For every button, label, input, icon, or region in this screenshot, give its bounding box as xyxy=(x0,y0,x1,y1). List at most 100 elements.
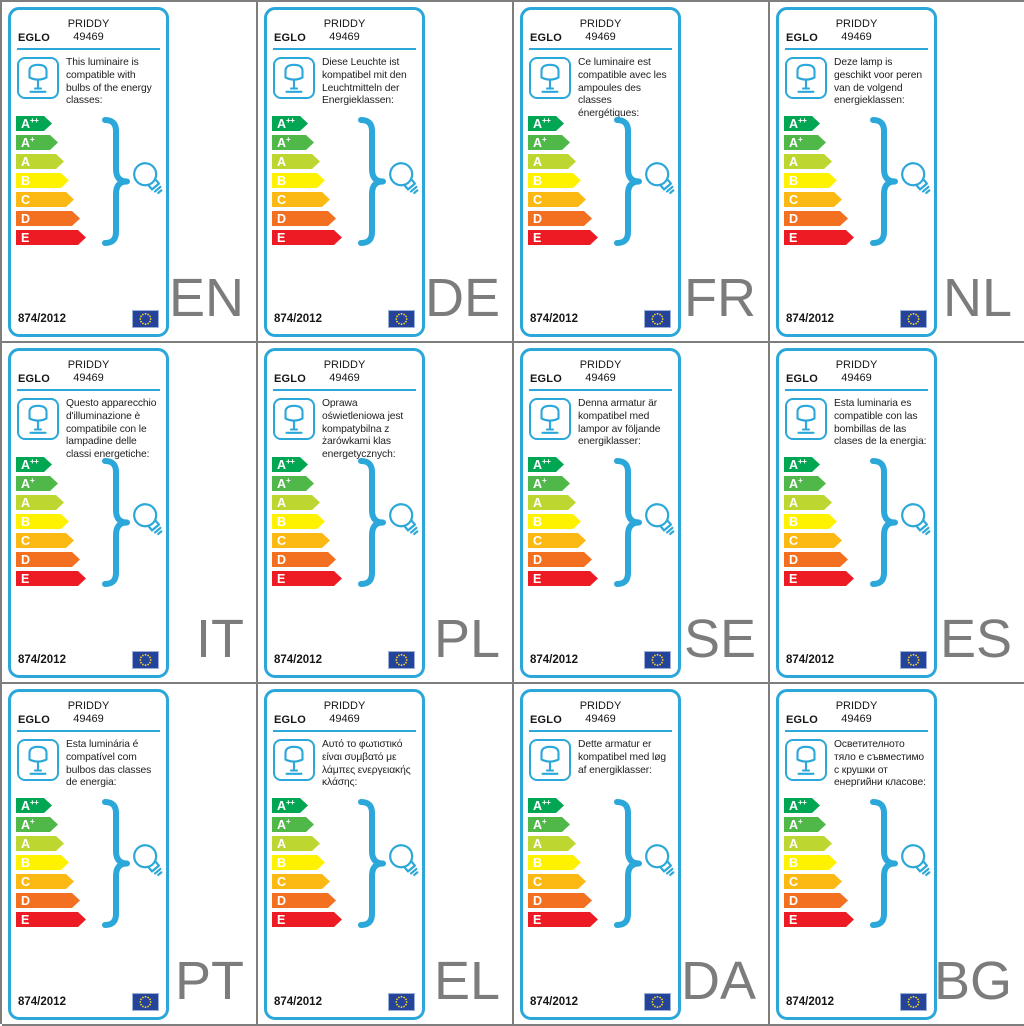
model-block: PRIDDY 49469 xyxy=(267,355,422,385)
class-letter: A xyxy=(533,136,543,150)
energy-class-arrow-A++: A++ xyxy=(528,798,564,813)
description-row: Осветителното тяло е съвместимо с крушки… xyxy=(779,732,934,790)
description-row: Deze lamp is geschikt voor peren van de … xyxy=(779,50,934,108)
label-header: EGLO PRIDDY 49469 xyxy=(523,692,678,727)
label-footer: 874/2012 xyxy=(530,310,671,328)
table-lamp-icon xyxy=(785,57,827,99)
energy-class-arrow-B: B xyxy=(272,514,325,529)
eu-flag-icon xyxy=(900,310,927,328)
label-header: EGLO PRIDDY 49469 xyxy=(267,351,422,386)
energy-class-arrow-E: E xyxy=(16,230,86,245)
model-number: 49469 xyxy=(73,713,104,725)
label-cell: EGLO PRIDDY 49469 Deze lamp is geschikt … xyxy=(770,2,1024,343)
brand-text: EGLO xyxy=(18,373,50,385)
description-row: Diese Leuchte ist kompatibel mit den Leu… xyxy=(267,50,422,108)
description-row: Ce luminaire est compatible avec les amp… xyxy=(523,50,678,121)
label-footer: 874/2012 xyxy=(18,651,159,669)
energy-class-arrow-B: B xyxy=(784,514,837,529)
energy-class-arrow-A: A xyxy=(16,836,64,851)
energy-class-scale: A++ A+ A B C D E xyxy=(784,457,931,588)
language-code: ES xyxy=(939,609,1012,669)
energy-label-card: EGLO PRIDDY 49469 Denna armatur är kompa… xyxy=(520,348,681,678)
energy-class-arrow-A+: A+ xyxy=(784,817,826,832)
energy-class-scale: A++ A+ A B C D E xyxy=(272,798,419,929)
model-number: 49469 xyxy=(841,713,872,725)
light-bulb-icon xyxy=(901,503,931,536)
energy-class-arrow-A+: A+ xyxy=(16,817,58,832)
light-bulb-icon xyxy=(645,503,675,536)
class-letter: A xyxy=(789,799,799,813)
class-superscript: ++ xyxy=(542,798,551,807)
compatibility-text: Dette armatur er kompatibel med løg af e… xyxy=(578,739,667,776)
label-cell: EGLO PRIDDY 49469 This luminaire is comp… xyxy=(2,2,258,343)
header-divider xyxy=(785,389,928,391)
energy-class-arrow-A: A xyxy=(784,154,832,169)
class-superscript: ++ xyxy=(286,116,295,125)
model-name: PRIDDY xyxy=(579,700,622,712)
model-name: PRIDDY xyxy=(579,18,622,30)
compatibility-text: Questo apparecchio d'illuminazione è com… xyxy=(66,398,157,461)
language-code: IT xyxy=(196,609,244,669)
eu-flag-icon xyxy=(644,651,671,669)
eu-flag-icon xyxy=(388,651,415,669)
eu-flag-icon xyxy=(132,993,159,1011)
model-name: PRIDDY xyxy=(323,700,366,712)
energy-class-arrow-D: D xyxy=(272,552,336,567)
energy-class-arrow-E: E xyxy=(784,571,854,586)
label-footer: 874/2012 xyxy=(786,651,927,669)
label-cell: EGLO PRIDDY 49469 Esta luminaria es comp… xyxy=(770,343,1024,684)
compatibility-text: Ce luminaire est compatible avec les amp… xyxy=(578,57,667,120)
compatibility-text: Oprawa oświetleniowa jest kompatybilna z… xyxy=(322,398,404,461)
label-header: EGLO PRIDDY 49469 xyxy=(523,351,678,386)
class-letter: A xyxy=(21,799,31,813)
header-divider xyxy=(273,48,416,50)
label-cell: EGLO PRIDDY 49469 Esta luminária é compa… xyxy=(2,684,258,1026)
energy-class-arrow-E: E xyxy=(784,912,854,927)
regulation-text: 874/2012 xyxy=(18,996,66,1008)
energy-class-scale: A++ A+ A B C D E xyxy=(528,116,675,247)
class-superscript: ++ xyxy=(30,798,39,807)
label-cell: EGLO PRIDDY 49469 Αυτό το φωτιστικό είνα… xyxy=(258,684,514,1026)
class-letter: B xyxy=(277,856,287,870)
class-letter: A xyxy=(533,477,543,491)
class-letter: A xyxy=(21,818,31,832)
class-letter: A xyxy=(789,117,799,131)
eu-flag-icon xyxy=(644,993,671,1011)
class-letter: A xyxy=(21,496,31,510)
class-letter: D xyxy=(21,212,31,226)
class-letter: B xyxy=(789,856,799,870)
energy-class-arrow-C: C xyxy=(272,192,330,207)
regulation-text: 874/2012 xyxy=(274,996,322,1008)
light-bulb-icon xyxy=(901,844,931,877)
class-letter: E xyxy=(277,572,286,586)
energy-class-arrow-A+: A+ xyxy=(528,476,570,491)
brace-icon xyxy=(358,458,386,587)
light-bulb-icon xyxy=(645,162,675,195)
energy-class-arrow-C: C xyxy=(784,192,842,207)
class-letter: A xyxy=(789,155,799,169)
table-lamp-icon xyxy=(529,398,571,440)
energy-class-arrow-C: C xyxy=(272,533,330,548)
description-row: Esta luminaria es compatible con las bom… xyxy=(779,391,934,449)
energy-class-arrow-E: E xyxy=(272,230,342,245)
energy-class-arrow-D: D xyxy=(528,893,592,908)
energy-label-card: EGLO PRIDDY 49469 Deze lamp is geschikt … xyxy=(776,7,937,337)
label-header: EGLO PRIDDY 49469 xyxy=(11,692,166,727)
label-cell: EGLO PRIDDY 49469 Осветителното тяло е с… xyxy=(770,684,1024,1026)
energy-class-arrow-A: A xyxy=(528,836,576,851)
class-letter: C xyxy=(533,193,543,207)
brace-icon xyxy=(870,458,898,587)
energy-class-arrow-C: C xyxy=(16,533,74,548)
energy-class-arrow-A+: A+ xyxy=(528,817,570,832)
light-bulb-icon xyxy=(133,162,163,195)
energy-class-arrow-A: A xyxy=(272,495,320,510)
eu-flag-icon xyxy=(388,993,415,1011)
class-letter: B xyxy=(21,515,31,529)
arrow-list: A++ A+ A B C D E xyxy=(272,116,342,249)
model-number: 49469 xyxy=(329,713,360,725)
energy-class-scale: A++ A+ A B C D E xyxy=(784,116,931,247)
model-name: PRIDDY xyxy=(323,18,366,30)
class-letter: B xyxy=(789,515,799,529)
arrow-list: A++ A+ A B C D E xyxy=(16,457,86,590)
label-cell: EGLO PRIDDY 49469 Oprawa oświetleniowa j… xyxy=(258,343,514,684)
